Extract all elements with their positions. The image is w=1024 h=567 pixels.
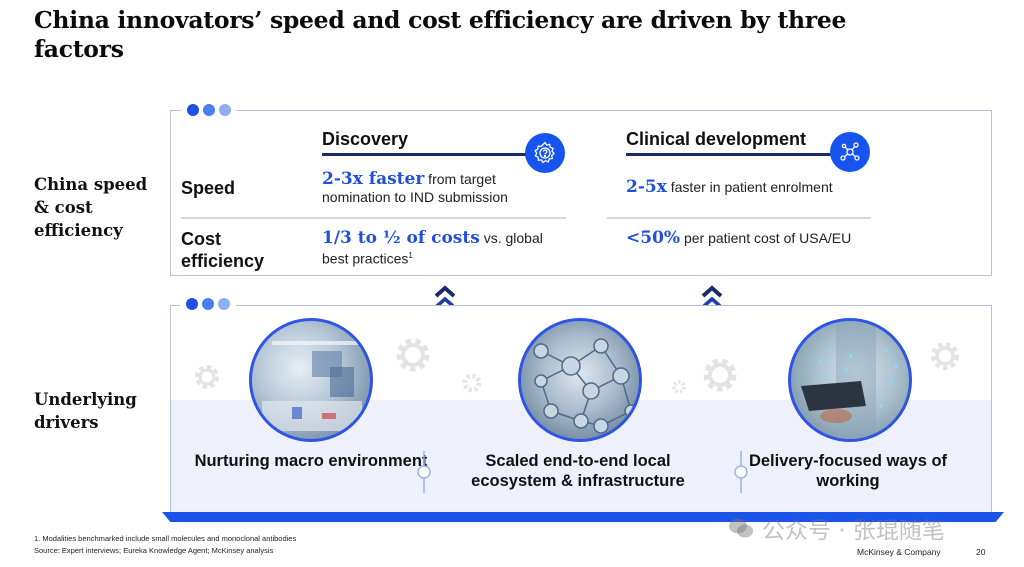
clinical-speed-cell: 2-5x faster in patient enrolment: [626, 178, 946, 196]
laboratory-photo: [249, 318, 373, 442]
driver-label: Nurturing macro environment: [194, 452, 428, 470]
divider-node-icon: [734, 451, 748, 493]
drivers-panel: Nurturing macro environment Scaled end-t…: [170, 305, 992, 515]
gear-question-icon: [525, 133, 565, 173]
page-title: China innovators’ speed and cost efficie…: [34, 6, 847, 63]
gear-icon: [931, 342, 959, 370]
divider-node-icon: [417, 451, 431, 493]
source-note: Source: Expert interviews; Eureka Knowle…: [34, 546, 274, 555]
dot-icon: [186, 298, 198, 310]
efficiency-panel: Discovery Clinical development Speed Cos…: [170, 104, 992, 276]
gear-icon: [195, 365, 219, 389]
dot-icon: [187, 104, 199, 116]
discovery-cost-cell: 1/3 to ½ of costs vs. global best practi…: [322, 229, 562, 268]
discovery-speed-cell: 2-3x faster from target nomination to IN…: [322, 170, 552, 206]
driver-label: Scaled end-to-end local ecosystem & infr…: [471, 452, 685, 490]
molecule-network-icon: [830, 132, 870, 172]
footnote: 1. Modalities benchmarked include small …: [34, 534, 297, 543]
highlight-value: 2-3x faster: [322, 169, 425, 189]
dot-icon: [203, 104, 215, 116]
column-heading-discovery: Discovery: [322, 129, 409, 149]
wechat-icon: [729, 518, 753, 538]
watermark-text: 公众号 · 张琨随笔: [762, 518, 945, 544]
dot-icon: [202, 298, 214, 310]
bottom-accent-bar: [162, 512, 1004, 522]
tablet-data-photo: [788, 318, 912, 442]
gear-icon: [703, 358, 737, 392]
clinical-cost-cell: <50% per patient cost of USA/EU: [626, 229, 866, 247]
column-heading-clinical: Clinical development: [626, 129, 807, 149]
metric-label-cost: Cost efficiency: [181, 229, 265, 271]
molecule-structure-photo: [518, 318, 642, 442]
gear-icon: [396, 338, 430, 372]
page-number: 20: [976, 547, 986, 557]
gear-icon: [672, 380, 686, 394]
column-rule: [322, 153, 527, 156]
footnote-marker: 1: [408, 251, 413, 260]
row-separator: [607, 217, 871, 219]
cell-text: from target nomination to IND submission: [322, 171, 508, 205]
dot-icon: [218, 298, 230, 310]
driver-label: Delivery-focused ways of working: [748, 452, 948, 490]
dots-decoration: [181, 104, 237, 116]
brand-name: McKinsey & Company: [857, 547, 941, 557]
highlight-value: <50%: [626, 228, 681, 248]
cell-text: per patient cost of USA/EU: [680, 230, 852, 246]
row-label-speed-cost: China speed & cost efficiency: [34, 175, 148, 240]
highlight-value: 2-5x: [626, 177, 667, 197]
dots-decoration: [180, 298, 236, 310]
dot-icon: [219, 104, 231, 116]
cell-text: faster in patient enrolment: [666, 179, 833, 195]
cell-text: vs. global best practices: [322, 230, 543, 267]
watermark: 公众号 · 张琨随笔: [728, 511, 945, 545]
highlight-value: 1/3 to ½ of costs: [322, 228, 480, 248]
row-label-drivers: Underlying drivers: [34, 390, 137, 432]
row-separator: [181, 217, 566, 219]
gear-icon: [462, 373, 482, 393]
column-rule: [626, 153, 838, 156]
metric-label-speed: Speed: [181, 178, 236, 198]
